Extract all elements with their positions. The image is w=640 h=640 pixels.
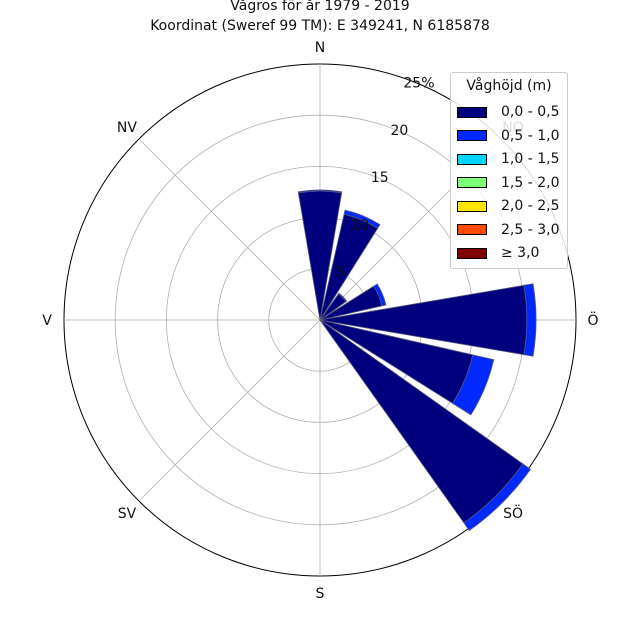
chart-title-line-1: Vågros för år 1979 - 2019: [230, 0, 410, 14]
direction-label: SV: [118, 506, 137, 522]
legend-swatch: [457, 130, 487, 141]
rose-bar-segment: [463, 463, 532, 532]
legend-item: 2,5 - 3,0: [457, 222, 559, 238]
legend-label: 1,0 - 1,5: [501, 151, 560, 167]
radial-tick-label: 5: [336, 265, 345, 281]
legend-swatch: [457, 153, 487, 165]
legend-title: Våghöjd (m): [466, 78, 552, 94]
radial-tick-label: 15: [371, 170, 389, 186]
legend-label: 0,5 - 1,0: [501, 127, 560, 144]
direction-label: S: [316, 586, 325, 602]
chart-legend: Våghöjd (m) 0,0 - 0,5 0,5 - 1,0 1,0 - 1,5 1…: [450, 72, 568, 269]
legend-swatch: [457, 106, 487, 118]
legend-label: 2,0 - 2,5: [501, 198, 560, 214]
grid-spoke: [138, 138, 321, 321]
rose-bar-segment: [337, 292, 348, 303]
legend-item: 0,0 - 0,5: [457, 104, 559, 120]
radial-tick-label: 25%: [403, 75, 434, 91]
rose-bar-segment: [452, 354, 495, 416]
legend-label: 1,5 - 2,0: [501, 174, 560, 191]
direction-label: SÖ: [503, 504, 523, 522]
legend-item: 0,5 - 1,0: [457, 128, 559, 144]
legend-swatch: [457, 247, 487, 259]
legend-label: ≥ 3,0: [501, 245, 540, 261]
legend-label: 2,5 - 3,0: [501, 221, 560, 238]
legend-item: 1,0 - 1,5: [457, 151, 559, 167]
radial-tick-label: 10: [351, 217, 369, 233]
legend-swatch: [457, 224, 487, 235]
legend-swatch: [457, 200, 487, 212]
legend-item: 2,0 - 2,5: [457, 198, 559, 214]
rose-bar-segment: [297, 189, 343, 194]
legend-label: 0,0 - 0,5: [501, 104, 560, 120]
legend-item: ≥ 3,0: [457, 245, 539, 261]
direction-label: N: [315, 40, 325, 56]
rose-bar-segment: [523, 283, 537, 357]
legend-swatch: [457, 177, 487, 188]
chart-title-line-2: Koordinat (Sweref 99 TM): E 349241, N 61…: [150, 18, 490, 34]
radial-tick-label: 20: [390, 123, 408, 139]
legend-item: 1,5 - 2,0: [457, 175, 559, 191]
direction-label: NV: [117, 120, 137, 136]
rose-bar-segment: [343, 209, 381, 229]
direction-label: Ö: [587, 311, 598, 329]
grid-spoke: [138, 319, 321, 502]
direction-label: V: [42, 313, 52, 329]
rose-bar-segment: [373, 283, 387, 307]
